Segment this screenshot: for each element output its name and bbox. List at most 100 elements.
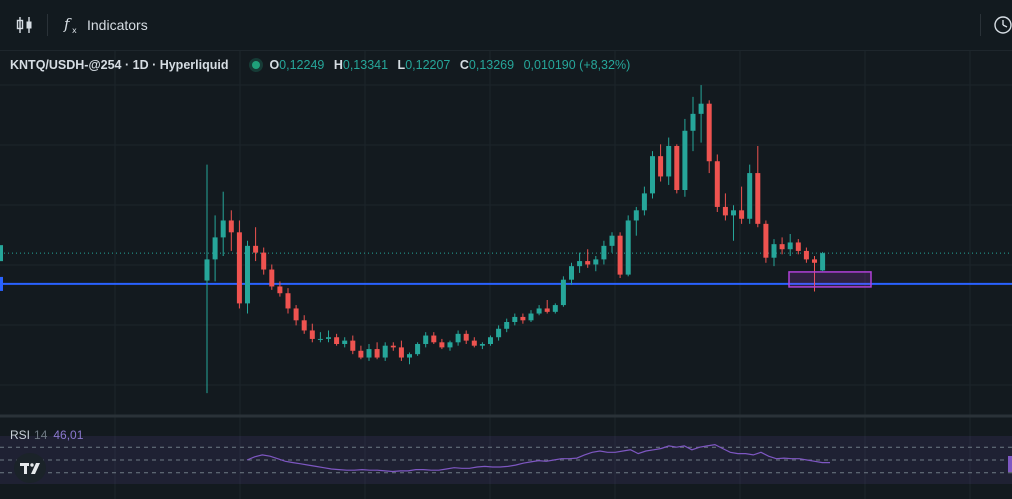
candle-body[interactable] <box>236 232 242 304</box>
candle-body[interactable] <box>641 193 647 211</box>
candle-body[interactable] <box>415 344 421 355</box>
candle-body[interactable] <box>488 337 493 344</box>
candle-body[interactable] <box>706 103 712 162</box>
candle-body[interactable] <box>536 308 542 314</box>
toolbar-divider <box>47 14 48 36</box>
candle-body[interactable] <box>285 293 291 309</box>
candle-body[interactable] <box>366 349 372 358</box>
candle-body[interactable] <box>390 345 396 348</box>
candle-body[interactable] <box>625 220 631 275</box>
candle-body[interactable] <box>382 345 388 358</box>
rsi-level-lines <box>0 446 1012 474</box>
candle-body[interactable] <box>512 316 518 322</box>
rsi-scale-marker <box>1008 456 1012 472</box>
candle-body[interactable] <box>301 320 307 331</box>
candle-body[interactable] <box>593 259 599 265</box>
candle-body[interactable] <box>779 244 785 250</box>
candle-body[interactable] <box>755 173 761 224</box>
indicators-button[interactable]: Indicators <box>87 17 148 33</box>
candle-body[interactable] <box>293 308 299 321</box>
candle-body[interactable] <box>277 286 283 294</box>
candle-body[interactable] <box>309 330 315 339</box>
candle-body[interactable] <box>220 220 226 238</box>
candle-body[interactable] <box>463 333 469 341</box>
change-value: 0,010190 (+8,32%) <box>523 58 631 72</box>
candle-body[interactable] <box>269 269 275 287</box>
candle-body[interactable] <box>722 206 728 216</box>
candle-body[interactable] <box>609 235 615 246</box>
candle-body[interactable] <box>455 333 461 343</box>
high-key: H <box>333 58 343 72</box>
candle-body[interactable] <box>350 340 356 351</box>
rsi-line <box>246 443 830 473</box>
candle-body[interactable] <box>228 220 234 233</box>
rsi-name: RSI <box>10 428 31 442</box>
candle-body[interactable] <box>650 156 655 194</box>
candle-body[interactable] <box>714 161 720 207</box>
candle-body[interactable] <box>479 344 485 346</box>
candle-body[interactable] <box>560 279 566 306</box>
tradingview-logo-icon[interactable] <box>14 453 46 483</box>
candle-body[interactable] <box>245 245 250 304</box>
candle-body[interactable] <box>820 253 826 271</box>
candle-body[interactable] <box>326 337 331 339</box>
candle-body[interactable] <box>617 235 623 275</box>
top-toolbar: f x Indicators <box>0 0 1012 51</box>
candle-body[interactable] <box>431 335 437 343</box>
candle-body[interactable] <box>569 266 574 280</box>
candle-body[interactable] <box>439 342 445 348</box>
candle-body[interactable] <box>504 322 510 329</box>
candle-body[interactable] <box>261 252 267 270</box>
candle-body[interactable] <box>601 245 607 260</box>
candle-body[interactable] <box>731 210 736 216</box>
candle-body[interactable] <box>747 173 753 219</box>
candle-body[interactable] <box>334 337 340 344</box>
candle-body[interactable] <box>423 335 429 344</box>
candle-body[interactable] <box>698 103 704 114</box>
fx-icon[interactable]: f x <box>61 14 83 36</box>
candle-body[interactable] <box>496 328 502 338</box>
open-value: 0,12249 <box>279 58 325 72</box>
highlight-zone[interactable] <box>788 271 872 288</box>
candle-body[interactable] <box>787 242 793 250</box>
candle-body[interactable] <box>633 210 639 221</box>
candle-body[interactable] <box>407 354 412 358</box>
toolbar-divider-right <box>980 14 981 36</box>
svg-text:f: f <box>63 15 72 33</box>
candle-body[interactable] <box>471 340 477 346</box>
candle-body[interactable] <box>795 242 801 251</box>
symbol-title[interactable]: KNTQ/USDH-@254 · 1D · Hyperliquid <box>10 58 229 72</box>
candle-body[interactable] <box>682 130 688 190</box>
candle-body[interactable] <box>204 259 210 281</box>
candle-body[interactable] <box>520 316 526 321</box>
rsi-length: 14 <box>34 428 48 442</box>
low-value: 0,12207 <box>405 58 451 72</box>
candles-icon[interactable] <box>14 14 36 36</box>
candle-body[interactable] <box>690 113 696 131</box>
candle-body[interactable] <box>374 349 380 358</box>
candle-body[interactable] <box>666 146 672 177</box>
symbol-legend[interactable]: KNTQ/USDH-@254 · 1D · Hyperliquid O0,122… <box>10 58 630 74</box>
candle-body[interactable] <box>739 210 745 219</box>
candle-body[interactable] <box>585 261 591 265</box>
candle-body[interactable] <box>447 342 453 348</box>
candle-body[interactable] <box>317 338 323 340</box>
candle-body[interactable] <box>398 347 404 358</box>
candle-body[interactable] <box>212 237 218 260</box>
candle-body[interactable] <box>253 245 259 253</box>
candle-body[interactable] <box>803 250 809 260</box>
candle-body[interactable] <box>771 244 777 258</box>
candle-body[interactable] <box>358 350 364 358</box>
candle-body[interactable] <box>528 313 534 321</box>
candle-body[interactable] <box>577 261 583 267</box>
candle-body[interactable] <box>812 259 817 263</box>
clock-icon[interactable] <box>992 14 1012 36</box>
candle-body[interactable] <box>658 156 664 177</box>
candle-body[interactable] <box>342 340 348 344</box>
candle-body[interactable] <box>763 223 769 258</box>
candle-body[interactable] <box>544 308 550 312</box>
candle-body[interactable] <box>674 146 680 190</box>
candle-body[interactable] <box>552 305 558 312</box>
rsi-legend[interactable]: RSI 14 46,01 <box>10 428 83 442</box>
